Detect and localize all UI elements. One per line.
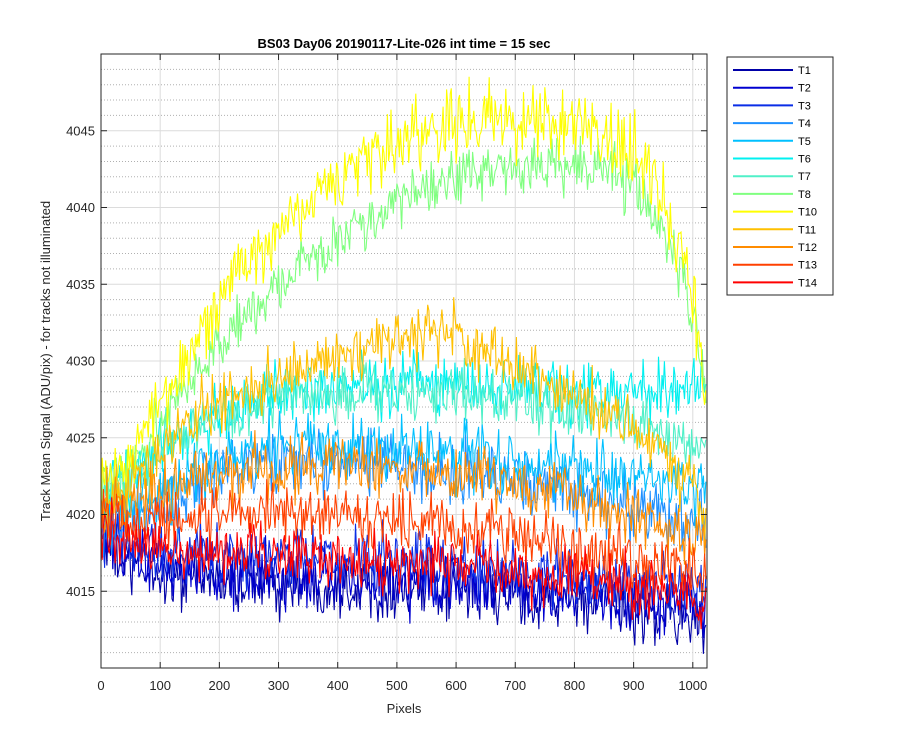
x-tick-label: 700 [504,678,526,693]
series-line-t5 [101,407,707,539]
y-axis-label: Track Mean Signal (ADU/pix) - for tracks… [38,201,53,521]
legend-items: T1 T2 T3 T4 T5 T6 T7 T8 T10 T11 T12 T13 T14 [733,65,817,289]
x-tick-label: 500 [386,678,408,693]
x-axis-label: Pixels [387,701,422,716]
y-tick-label: 4045 [66,123,95,138]
chart-title: BS03 Day06 20190117-Lite-026 int time = … [257,36,550,51]
x-tick-label: 400 [327,678,349,693]
y-tick-label: 4035 [66,277,95,292]
legend-label: T6 [798,154,811,166]
series-line-t11 [101,297,707,550]
legend-label: T13 [798,260,817,272]
legend-label: T1 [798,65,811,77]
y-tick-label: 4030 [66,354,95,369]
legend-label: T5 [798,136,811,148]
series-lines [101,76,707,654]
x-tick-label: 600 [445,678,467,693]
x-tick-label: 0 [97,678,104,693]
legend-label: T4 [798,118,811,130]
legend-label: T14 [798,277,817,289]
legend-label: T11 [798,224,816,236]
legend-label: T7 [798,171,811,183]
x-tick-label: 900 [623,678,645,693]
legend-label: T10 [798,207,817,219]
legend: T1 T2 T3 T4 T5 T6 T7 T8 T10 T11 T12 T13 T14 [726,56,834,296]
legend-label: T3 [798,100,811,112]
x-tick-label: 100 [149,678,171,693]
series-line-t2 [101,513,707,640]
legend-label: T12 [798,242,817,254]
x-axis-ticks: 0 100 200 300 400 500 600 700 800 900 1000 [97,54,707,693]
series-line-t14 [101,497,707,630]
series-line-t10 [101,76,707,511]
x-tick-label: 800 [564,678,586,693]
plot-area: 0 100 200 300 400 500 600 700 800 900 1000 4015 402… [66,53,708,693]
y-tick-label: 4020 [66,507,95,522]
x-tick-label: 1000 [678,678,707,693]
x-tick-label: 200 [209,678,231,693]
series-line-t13 [101,479,707,603]
series-line-t7 [101,357,707,526]
y-tick-label: 4040 [66,200,95,215]
y-tick-label: 4025 [66,430,95,445]
legend-label: T2 [798,83,811,95]
x-tick-label: 300 [268,678,290,693]
legend-label: T8 [798,189,811,201]
y-tick-label: 4015 [66,584,95,599]
y-axis-ticks: 4015 4020 4025 4030 4035 4040 4045 [66,123,707,599]
